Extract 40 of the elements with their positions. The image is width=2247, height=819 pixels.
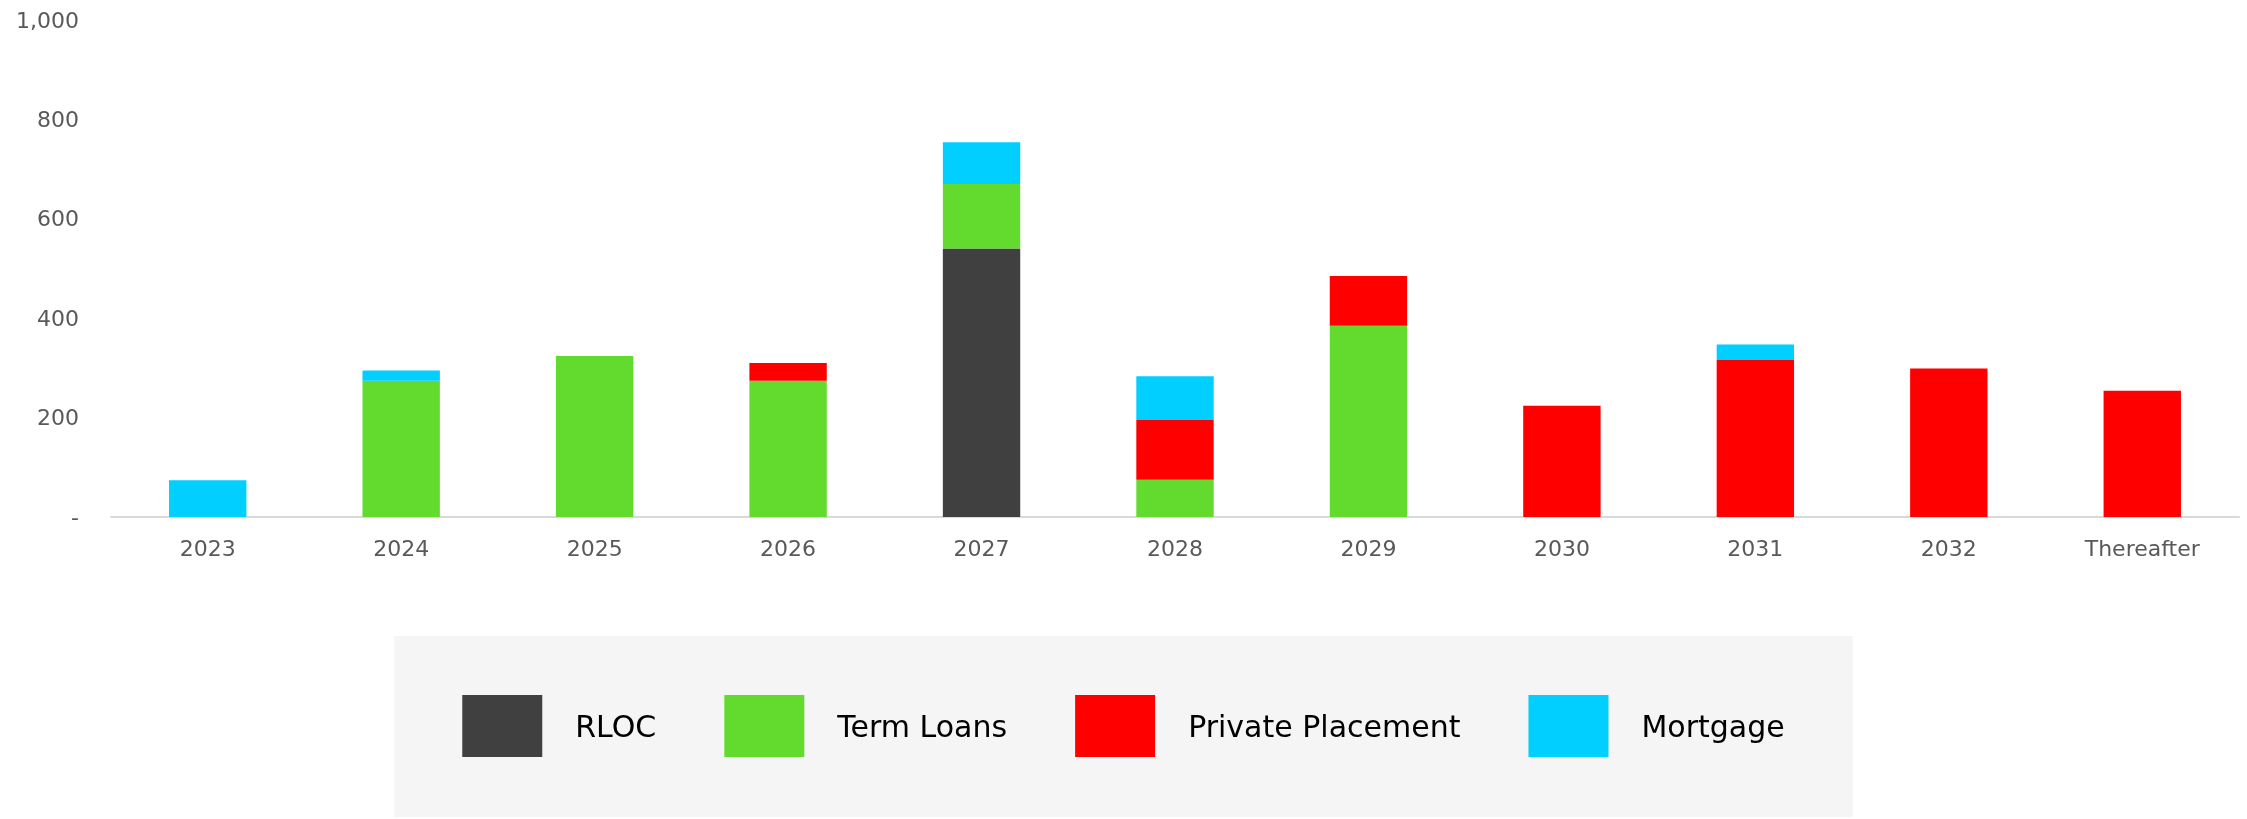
- y-tick-label: 600: [37, 206, 79, 232]
- x-tick-label: 2032: [1920, 535, 1977, 561]
- bar: [1329, 275, 1408, 326]
- bar: [942, 142, 1021, 185]
- x-tick-label: Thereafter: [2083, 535, 2201, 561]
- bar: [1716, 359, 1795, 517]
- bar: [362, 380, 440, 517]
- x-tick-label: 2029: [1340, 535, 1397, 561]
- bar: [749, 362, 827, 381]
- bar: [555, 355, 634, 517]
- bar: [362, 370, 440, 381]
- x-tick-label: 2031: [1727, 535, 1784, 561]
- bar: [169, 480, 247, 517]
- y-tick-label: 800: [37, 106, 79, 132]
- bar: [1136, 420, 1214, 480]
- x-tick-label: 2030: [1533, 535, 1590, 561]
- bar: [942, 184, 1021, 249]
- x-tick-label: 2023: [179, 535, 236, 561]
- y-tick-label: 200: [37, 405, 79, 431]
- x-tick-label: 2025: [566, 535, 623, 561]
- bar: [1136, 376, 1214, 421]
- bar: [942, 248, 1021, 517]
- x-tick-label: 2028: [1147, 535, 1203, 561]
- bar: [1136, 479, 1214, 517]
- legend-label: Term Loans: [836, 708, 1008, 744]
- y-tick-label: 1,000: [16, 7, 79, 33]
- bar: [1716, 344, 1795, 360]
- y-tick-label: -: [71, 504, 79, 530]
- bar: [1523, 405, 1601, 517]
- bar: [2103, 390, 2181, 517]
- y-tick-label: 400: [37, 305, 79, 331]
- bar: [1329, 325, 1408, 517]
- x-tick-label: 2026: [760, 535, 817, 561]
- bar: [1910, 368, 1988, 517]
- bar: [749, 380, 827, 517]
- x-tick-label: 2027: [953, 535, 1010, 561]
- legend-label: Private Placement: [1188, 708, 1461, 744]
- x-tick-label: 2024: [373, 535, 430, 561]
- legend-label: RLOC: [575, 708, 657, 744]
- legend-label: Mortgage: [1641, 708, 1785, 744]
